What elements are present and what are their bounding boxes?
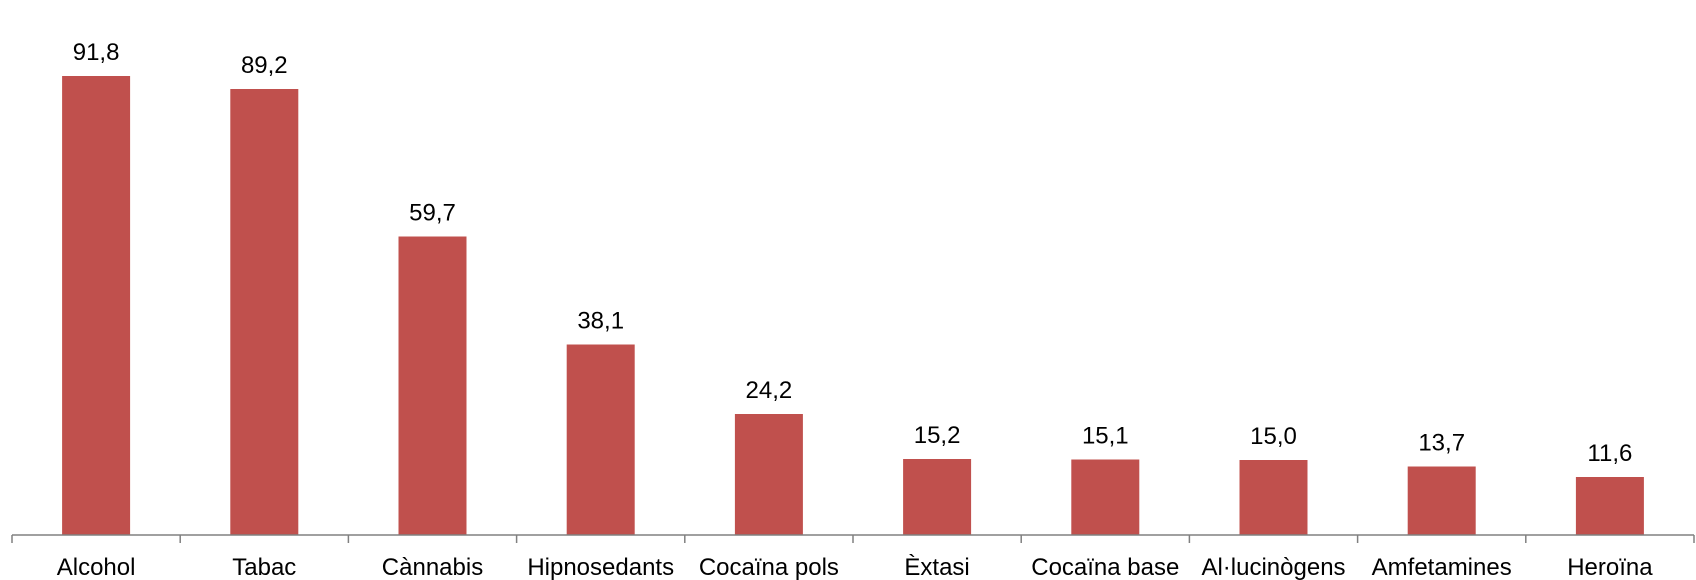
bar <box>734 414 803 535</box>
bar <box>1407 466 1476 535</box>
x-axis-ticks <box>11 535 1695 543</box>
data-label: 11,6 <box>1587 440 1632 467</box>
x-tick-label: Alcohol <box>57 554 136 580</box>
x-tick-label: Tabac <box>232 554 296 580</box>
bar <box>1575 477 1644 535</box>
data-label: 24,2 <box>746 377 793 404</box>
x-tick-label: Hipnosedants <box>527 554 674 580</box>
x-tick-label: Cocaïna pols <box>699 554 839 580</box>
x-tick-label: Amfetamines <box>1372 554 1512 580</box>
bar <box>62 76 131 535</box>
bar <box>566 344 635 535</box>
data-label: 15,2 <box>914 422 961 449</box>
value-labels-group: 91,8 89,2 59,7 38,1 24,2 15,2 15,1 15,0 13,7 11,6 <box>73 39 1633 467</box>
x-tick-label: Al·lucinògens <box>1201 554 1345 580</box>
bar <box>398 236 467 535</box>
bar <box>1239 460 1308 535</box>
data-label: 59,7 <box>409 200 456 227</box>
data-label: 13,7 <box>1418 430 1465 457</box>
x-tick-label: Èxtasi <box>904 554 969 580</box>
category-labels-group: Alcohol Tabac Cànnabis Hipnosedants Cocaïna … <box>57 554 1653 580</box>
bar <box>903 459 972 535</box>
data-label: 15,1 <box>1082 423 1129 450</box>
x-tick-label: Heroïna <box>1567 554 1653 580</box>
bars-group <box>62 76 1644 535</box>
x-tick-label: Cocaïna base <box>1031 554 1179 580</box>
bar <box>1071 459 1140 535</box>
data-label: 15,0 <box>1250 423 1297 450</box>
data-label: 89,2 <box>241 52 288 79</box>
bar <box>230 89 299 535</box>
data-label: 91,8 <box>73 39 120 66</box>
data-label: 38,1 <box>577 308 624 335</box>
x-tick-label: Cànnabis <box>382 554 483 580</box>
